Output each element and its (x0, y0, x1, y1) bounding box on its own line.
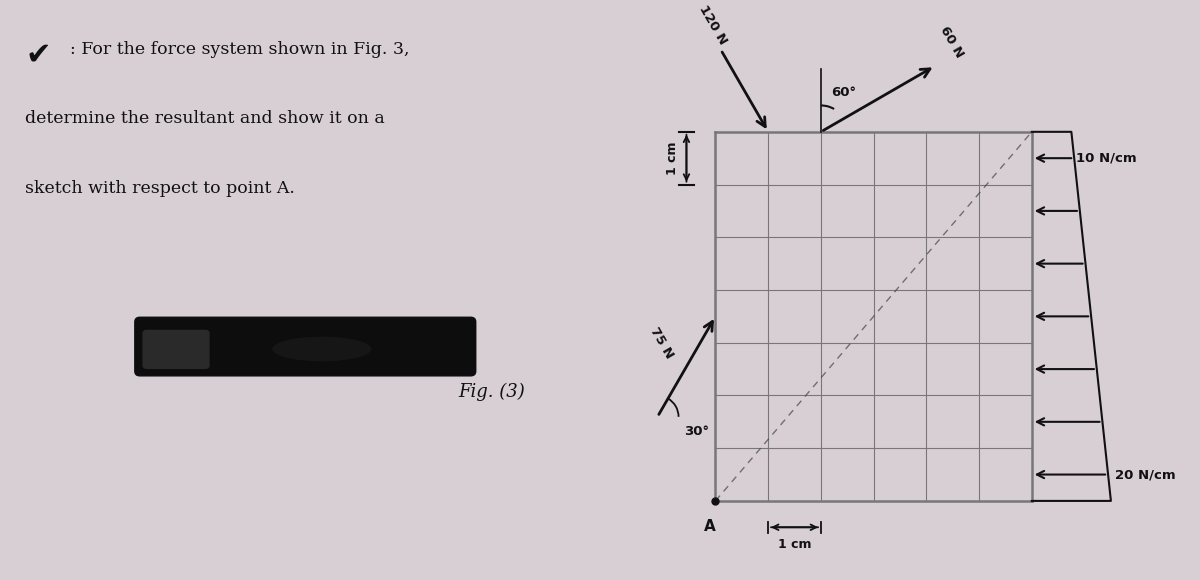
Text: : For the force system shown in Fig. 3,: : For the force system shown in Fig. 3, (70, 41, 409, 57)
Ellipse shape (272, 336, 372, 361)
Text: 20 N/cm: 20 N/cm (1115, 468, 1176, 481)
Text: Fig. (3): Fig. (3) (458, 383, 524, 401)
Text: determine the resultant and show it on a: determine the resultant and show it on a (25, 110, 385, 127)
Text: A: A (704, 519, 716, 534)
Text: 10 N/cm: 10 N/cm (1075, 152, 1136, 165)
Text: 75 N: 75 N (648, 325, 676, 361)
FancyBboxPatch shape (143, 331, 209, 368)
Text: 1 cm: 1 cm (666, 142, 678, 175)
Text: 1 cm: 1 cm (778, 538, 811, 551)
Text: 60 N: 60 N (937, 24, 966, 61)
Text: 60°: 60° (832, 86, 857, 99)
Text: 30°: 30° (684, 425, 709, 438)
Text: ✔: ✔ (25, 41, 50, 70)
FancyBboxPatch shape (134, 317, 475, 376)
Text: 120 N: 120 N (696, 3, 730, 47)
Text: sketch with respect to point A.: sketch with respect to point A. (25, 180, 295, 197)
